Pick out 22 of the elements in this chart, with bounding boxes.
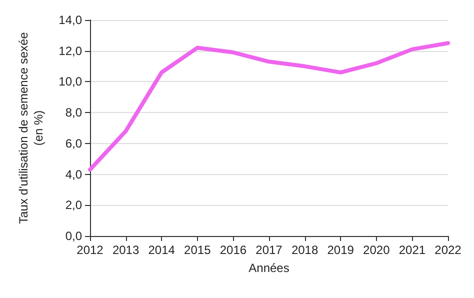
x-tick-label: 2012 bbox=[76, 243, 104, 257]
x-tick-label: 2014 bbox=[148, 243, 176, 257]
y-tick-label: 6,0 bbox=[65, 136, 82, 150]
line-series bbox=[88, 41, 450, 172]
x-tick-label: 2013 bbox=[112, 243, 140, 257]
y-tick-label: 10,0 bbox=[58, 74, 82, 89]
y-tick-label: 14,0 bbox=[58, 13, 82, 27]
y-tick-label: 4,0 bbox=[65, 167, 82, 182]
x-tick-label: 2016 bbox=[220, 243, 247, 257]
y-tick-label: 8,0 bbox=[65, 106, 82, 120]
y-axis-title: Taux d'utilisation de semence sexée (en %) bbox=[16, 32, 46, 224]
x-tick-label: 2022 bbox=[434, 243, 462, 257]
x-tick-label: 2017 bbox=[256, 243, 283, 257]
y-tick-label: 0,0 bbox=[65, 229, 82, 243]
x-axis-title: Années bbox=[248, 261, 290, 275]
x-tick-label: 2015 bbox=[184, 243, 212, 257]
x-tick-label: 2021 bbox=[398, 243, 426, 257]
x-tick-label: 2020 bbox=[363, 243, 390, 257]
x-tick-label: 2018 bbox=[291, 243, 318, 257]
y-tick-label: 2,0 bbox=[65, 198, 82, 212]
y-tick-label: 12,0 bbox=[58, 44, 82, 58]
x-tick-label: 2019 bbox=[327, 243, 354, 257]
